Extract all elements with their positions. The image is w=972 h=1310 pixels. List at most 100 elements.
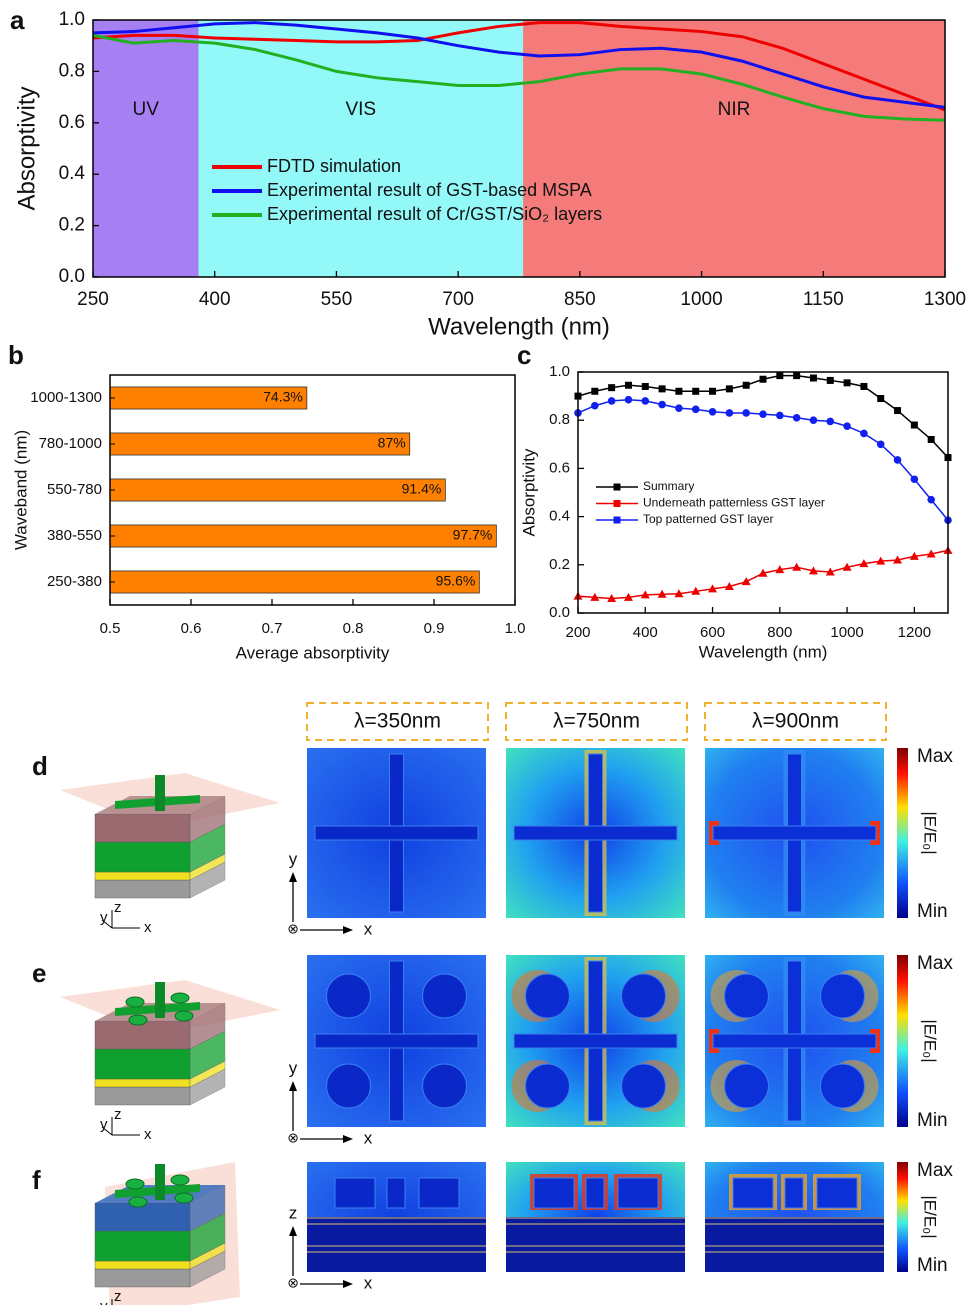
axis-name: x <box>364 919 373 938</box>
bar <box>110 525 496 547</box>
map-pillar <box>725 1064 769 1108</box>
y-tick-label: 1.0 <box>59 9 85 30</box>
map-block <box>785 1178 803 1208</box>
bar <box>110 571 479 593</box>
field-map <box>307 955 486 1127</box>
x-tick-label: 0.5 <box>100 620 121 637</box>
legend-label: Experimental result of GST-based MSPA <box>267 180 592 200</box>
marker <box>625 382 632 389</box>
arrow-head <box>289 1081 297 1091</box>
marker <box>692 406 700 414</box>
map-block <box>817 1178 857 1208</box>
map-block <box>419 1178 459 1208</box>
colorbar <box>897 748 908 918</box>
layer-front <box>95 814 190 842</box>
x-tick-label: 400 <box>199 289 231 310</box>
value-label: 87% <box>378 435 406 451</box>
x-tick-label: 0.8 <box>343 620 364 637</box>
map-pillar <box>327 974 371 1018</box>
y-tick-label: 0.8 <box>59 60 85 81</box>
x-tick-label: 700 <box>442 289 474 310</box>
marker <box>911 475 919 483</box>
map-block <box>534 1178 574 1208</box>
axis-name: y <box>289 849 298 868</box>
marker <box>877 441 885 449</box>
legend-label: FDTD simulation <box>267 156 401 176</box>
x-tick-label: 400 <box>633 624 658 641</box>
axis-name: z <box>289 1203 298 1222</box>
y-tick-label: 1.0 <box>549 363 570 380</box>
x-tick-label: 1.0 <box>505 620 526 637</box>
axis-name: x <box>364 1273 373 1292</box>
x-tick-label: 550 <box>321 289 353 310</box>
substrate <box>705 1217 884 1272</box>
layer-front <box>95 1203 190 1231</box>
map-bar <box>713 826 876 840</box>
layer-front <box>95 1269 190 1287</box>
x-tick-label: 250 <box>77 289 109 310</box>
axis-name: x <box>364 1128 373 1147</box>
layer-front <box>95 842 190 872</box>
y-tick-label: 550-780 <box>47 481 102 498</box>
marker <box>793 414 801 422</box>
y-tick-label: 0.4 <box>59 163 86 184</box>
y-tick-label: 0.2 <box>549 556 570 573</box>
marker <box>608 397 616 405</box>
field-map <box>705 748 884 918</box>
map-pillar <box>622 1064 666 1108</box>
marker <box>844 379 851 386</box>
marker <box>894 407 901 414</box>
map-pillar <box>725 974 769 1018</box>
layer-front <box>95 1087 190 1105</box>
icon-axis-label: y <box>100 909 108 926</box>
y-tick-label: 0.6 <box>59 112 85 133</box>
field-map <box>506 748 685 918</box>
colorbar-quantity: |E/E₀| <box>921 811 940 854</box>
value-label: 97.7% <box>453 527 493 543</box>
legend-marker <box>614 517 621 524</box>
panel-letter: e <box>32 958 46 988</box>
panel-letter: d <box>32 751 48 781</box>
marker <box>911 422 918 429</box>
arrow-head <box>343 1135 353 1143</box>
panel-letter: f <box>32 1165 41 1195</box>
colorbar-min: Min <box>917 1255 948 1276</box>
region-label: NIR <box>718 99 751 120</box>
x-tick-label: 1000 <box>680 289 722 310</box>
legend-label: Underneath patternless GST layer <box>643 496 825 510</box>
arrow-head <box>343 1280 353 1288</box>
x-axis-label: Wavelength (nm) <box>428 313 610 340</box>
cross-arm <box>155 1164 165 1200</box>
figure: UV VIS NIR FDTD simulation Experimental resu… <box>0 0 972 1305</box>
map-pillar <box>526 1064 570 1108</box>
marker <box>760 376 767 383</box>
marker <box>625 396 633 404</box>
y-axis-label: Absorptivity <box>13 86 40 210</box>
pillar <box>175 1011 193 1021</box>
field-map <box>506 1162 685 1272</box>
marker <box>877 395 884 402</box>
icon-axis-label: x <box>144 1126 152 1143</box>
marker <box>826 418 834 426</box>
marker <box>709 408 717 416</box>
field-map <box>307 1162 486 1272</box>
panel-letter: b <box>8 340 24 370</box>
icon-axis-label: x <box>144 919 152 936</box>
field-map <box>506 955 685 1127</box>
region-label: VIS <box>345 99 376 120</box>
panel-letter: c <box>517 340 531 370</box>
field-map <box>307 748 486 918</box>
substrate <box>506 1217 685 1272</box>
marker <box>759 410 767 418</box>
region-label: UV <box>133 99 160 120</box>
x-axis-label: Average absorptivity <box>236 643 390 662</box>
marker <box>726 385 733 392</box>
map-pillar <box>622 974 666 1018</box>
legend-label: Summary <box>643 479 694 493</box>
arrow-head <box>289 872 297 882</box>
column-label: λ=350nm <box>354 710 441 733</box>
axis-origin: ⊗ <box>287 1130 299 1146</box>
bar <box>110 433 410 455</box>
marker <box>860 383 867 390</box>
y-tick-label: 0.0 <box>549 604 570 621</box>
